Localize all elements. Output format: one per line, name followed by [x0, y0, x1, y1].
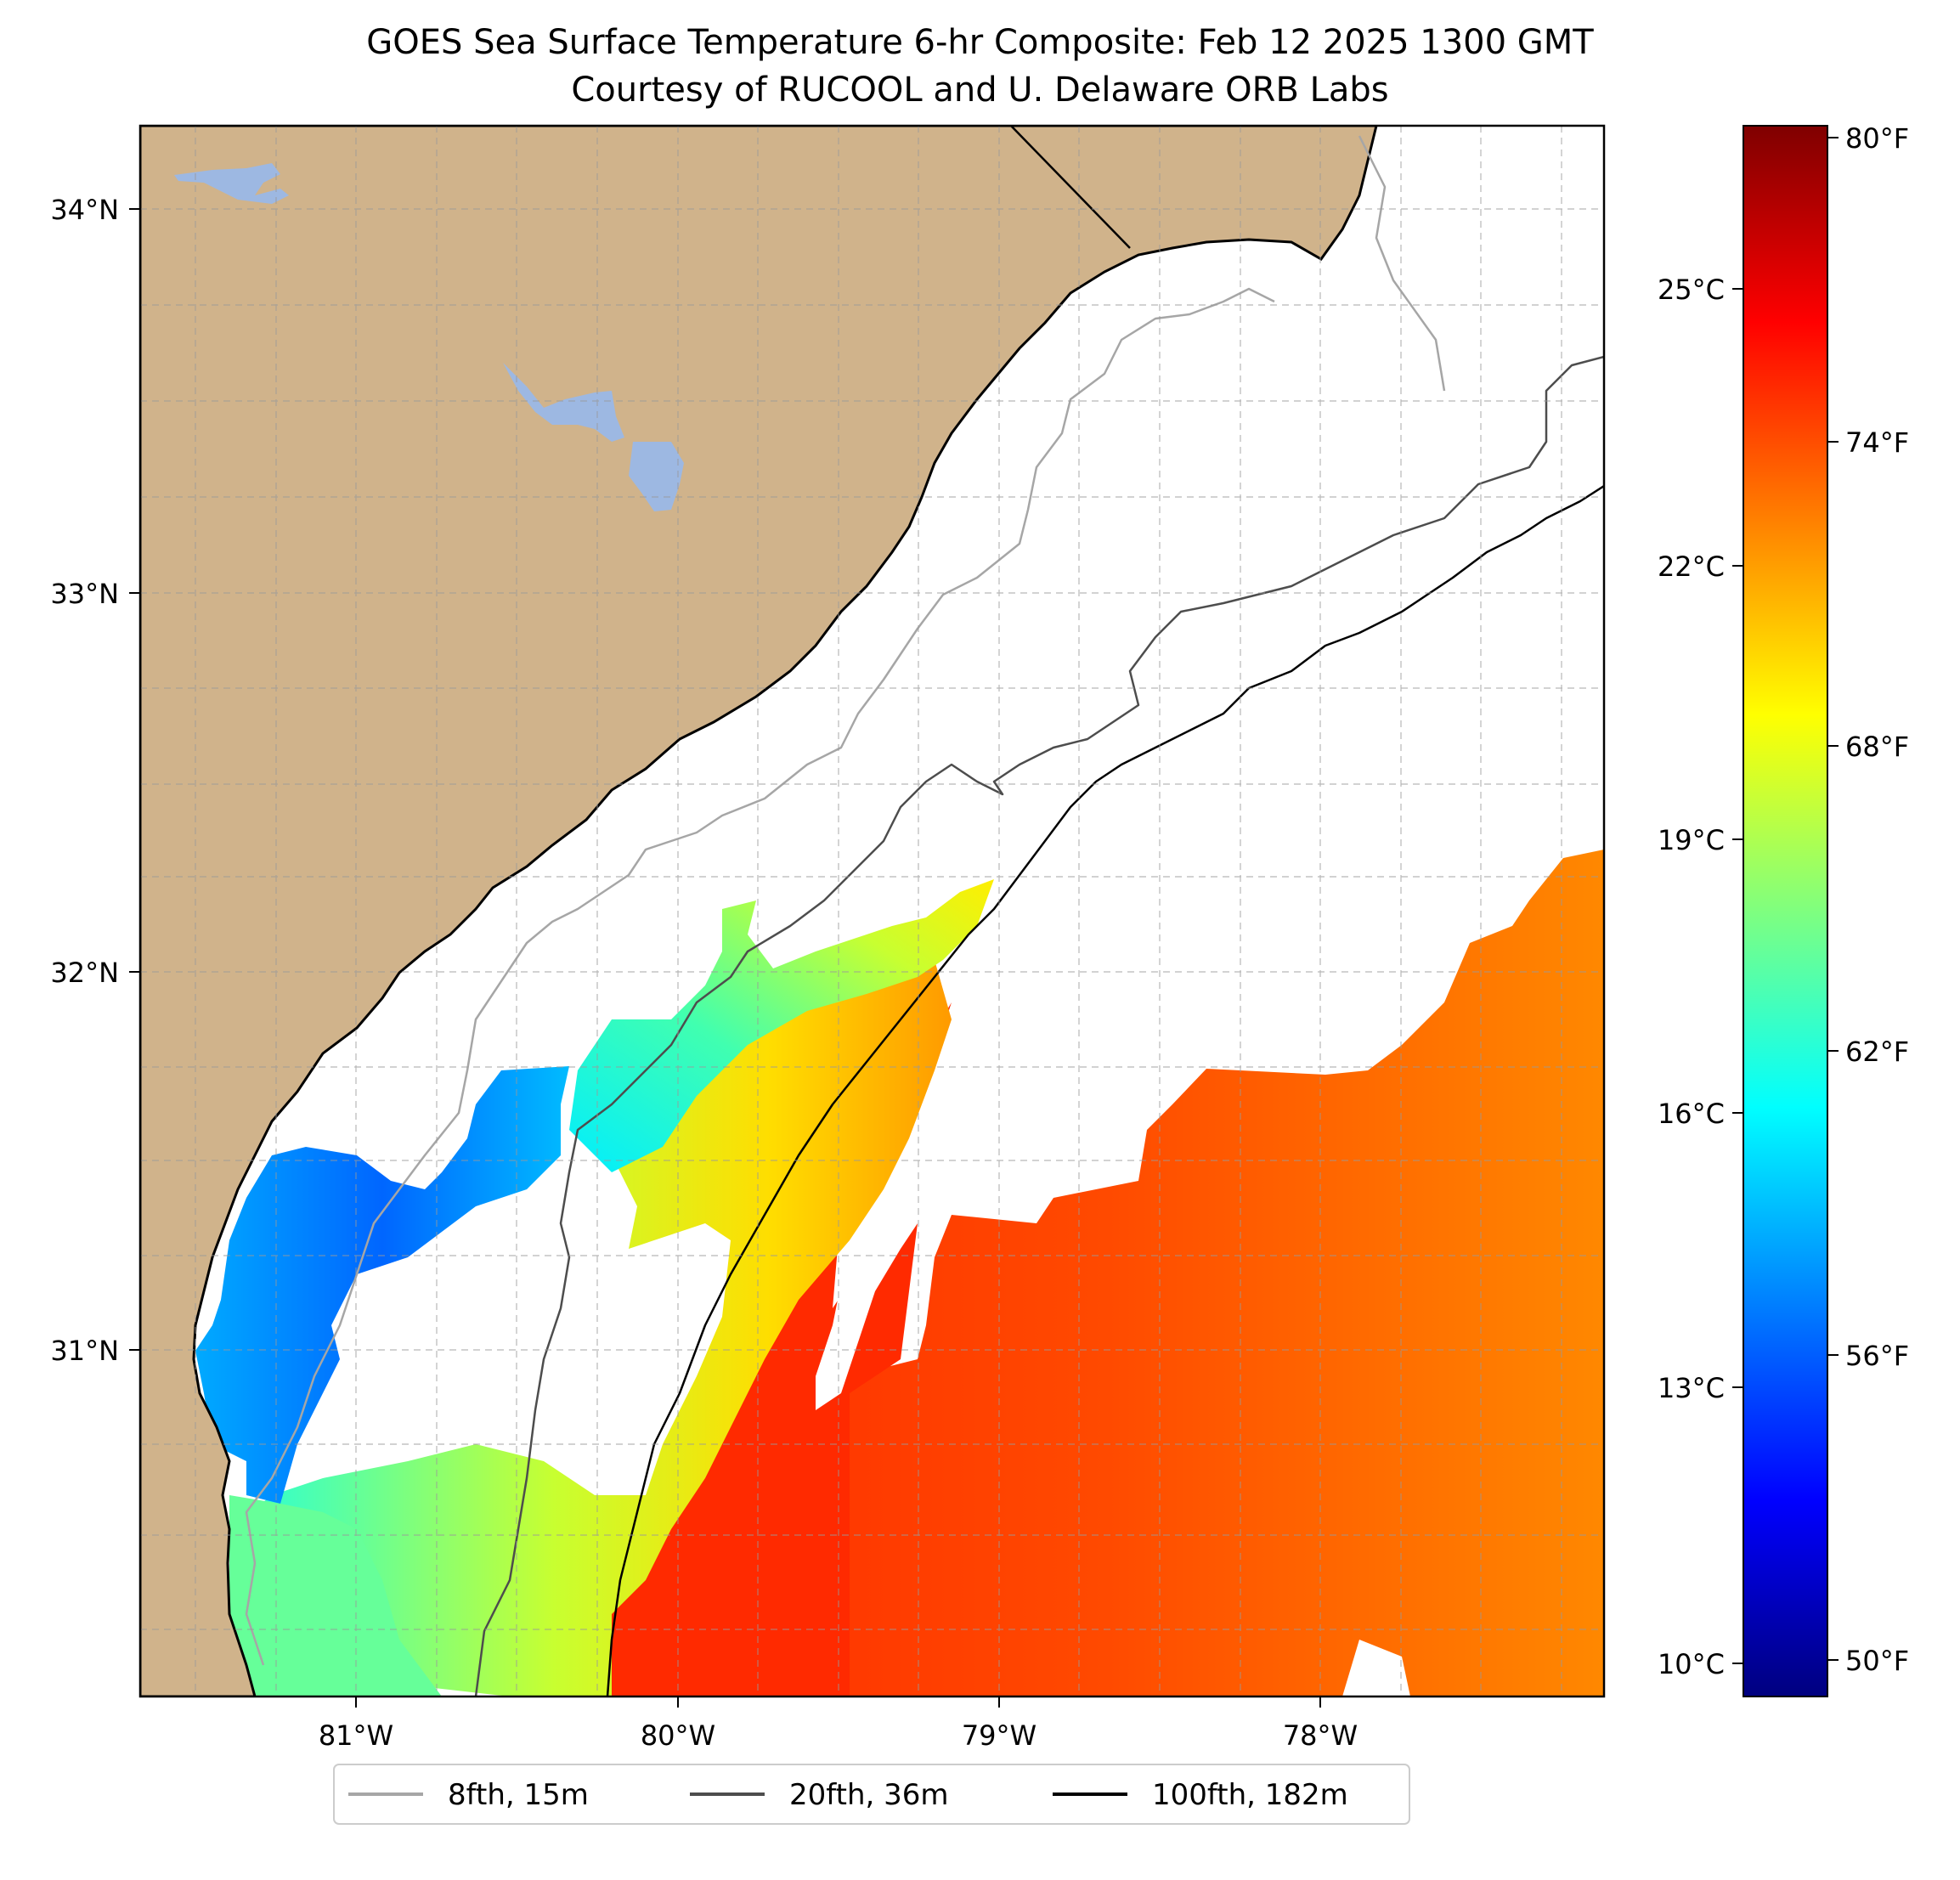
sst-cloud-gap-2 [459, 1215, 595, 1325]
gridlines [140, 126, 1604, 1697]
colorbar-celsius-label-10: 10°C [1658, 1648, 1725, 1680]
lat-label-32n: 32°N [50, 957, 119, 989]
colorbar-fahrenheit-label-56: 56°F [1845, 1340, 1909, 1372]
lake-moultrie [629, 442, 684, 511]
legend-label-8fth: 8fth, 15m [448, 1778, 589, 1812]
sst-cloud-gap-4 [595, 1393, 654, 1470]
colorbar-fahrenheit-label-50: 50°F [1845, 1645, 1909, 1677]
sst-cloud-gap-1 [816, 1206, 918, 1410]
chart-title: GOES Sea Surface Temperature 6-hr Compos… [366, 23, 1594, 62]
colorbar-fahrenheit-ticks [1827, 137, 1839, 1661]
latitude-labels: 34°N 33°N 32°N 31°N [50, 194, 119, 1367]
lon-label-81w: 81°W [319, 1719, 393, 1752]
isobaths [245, 135, 1604, 1697]
sst-nearshore-cold-region [195, 1066, 569, 1504]
inland-lakes [174, 163, 684, 511]
colorbar-celsius-label-19: 19°C [1658, 824, 1725, 856]
lat-label-34n: 34°N [50, 194, 119, 226]
chart-subtitle: Courtesy of RUCOOL and U. Delaware ORB L… [571, 71, 1389, 110]
legend-label-100fth: 100fth, 182m [1152, 1778, 1348, 1812]
lake-waccamaw-region [174, 163, 289, 204]
colorbar-bar [1743, 125, 1828, 1697]
colorbar: 25°C 22°C 19°C 16°C 13°C 10°C 80°F 74°F … [1658, 122, 1909, 1697]
map-frame [138, 124, 1606, 1698]
lon-label-80w: 80°W [641, 1719, 715, 1752]
isobath-8fth [245, 135, 1446, 1666]
data-source-note: Sea surface temperature (GOES 6-hr compo… [0, 0, 20, 1]
sst-frontal-yellow-region [229, 960, 952, 1697]
isobath-100fth [606, 484, 1604, 1697]
colorbar-celsius-label-13: 13°C [1658, 1372, 1725, 1404]
lon-label-79w: 79°W [962, 1719, 1036, 1752]
colorbar-fahrenheit-label-68: 68°F [1845, 731, 1909, 763]
longitude-labels: 81°W 80°W 79°W 78°W [319, 1719, 1358, 1752]
legend-label-20fth: 20fth, 36m [789, 1778, 949, 1812]
colorbar-fahrenheit-label-74: 74°F [1845, 426, 1909, 459]
lon-label-78w: 78°W [1283, 1719, 1358, 1752]
colorbar-celsius-label-16: 16°C [1658, 1098, 1725, 1130]
legend-box [333, 1764, 1410, 1825]
sst-offshore-warm-region [612, 850, 1604, 1697]
colorbar-fahrenheit-label-62: 62°F [1845, 1036, 1909, 1068]
isobath-legend: 8fth, 15m 20fth, 36m 100fth, 182m [333, 1764, 1410, 1825]
colorbar-celsius-label-25: 25°C [1658, 274, 1725, 306]
isobath-20fth [474, 355, 1604, 1697]
sst-southwest-green-region [229, 1495, 442, 1697]
sst-cloud-gap-3 [1342, 1640, 1410, 1697]
map-plot-area [140, 126, 1604, 1697]
lat-label-31n: 31°N [50, 1335, 119, 1367]
colorbar-fahrenheit-label-80: 80°F [1845, 122, 1909, 155]
coastline-land [140, 126, 1378, 1697]
lake-marion [503, 363, 624, 442]
sst-north-cyan-band [569, 879, 994, 1172]
axis-ticks [129, 208, 1321, 1708]
lat-label-33n: 33°N [50, 578, 119, 610]
colorbar-celsius-label-22: 22°C [1658, 550, 1725, 583]
colorbar-celsius-ticks [1732, 288, 1743, 1664]
state-border-nc-sc [1010, 126, 1131, 249]
